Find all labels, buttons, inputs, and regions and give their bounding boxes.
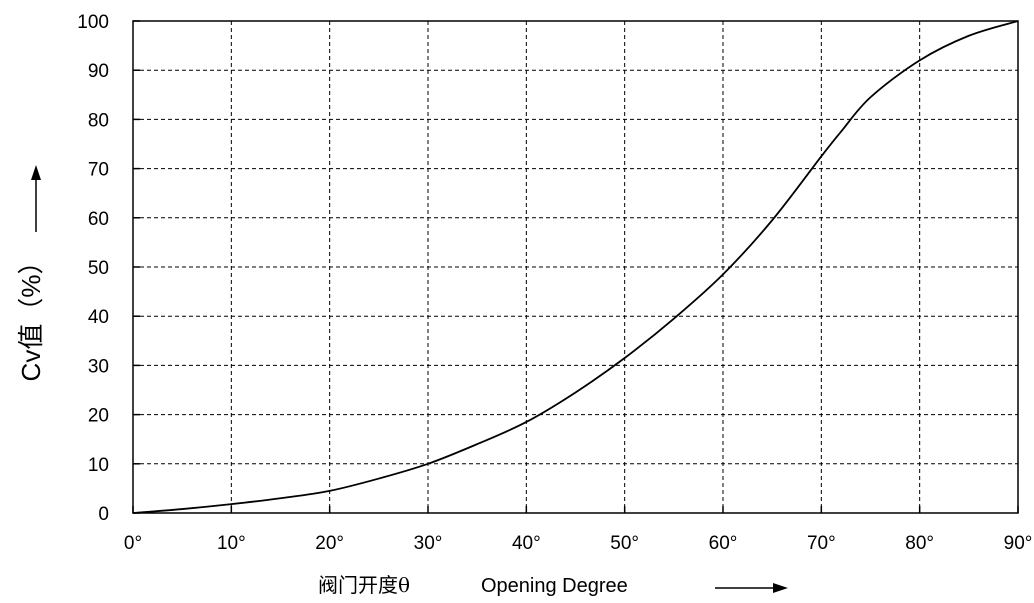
y-tick-label: 90 bbox=[88, 61, 109, 82]
y-tick-label: 70 bbox=[88, 160, 109, 181]
cv-curve-line bbox=[132, 20, 1019, 514]
x-tick-label: 30° bbox=[414, 533, 443, 554]
x-tick-label: 40° bbox=[512, 533, 541, 554]
y-tick-label: 0 bbox=[98, 504, 109, 525]
y-axis-label: Cv值（%） bbox=[16, 249, 46, 382]
y-tick-label: 80 bbox=[88, 110, 109, 131]
y-tick-label: 40 bbox=[88, 307, 109, 328]
x-tick-label: 50° bbox=[610, 533, 639, 554]
y-tick-label: 60 bbox=[88, 209, 109, 230]
x-axis-label-en: Opening Degree bbox=[481, 575, 628, 597]
x-tick-label: 20° bbox=[315, 533, 344, 554]
x-tick-label: 60° bbox=[709, 533, 738, 554]
x-tick-label: 80° bbox=[905, 533, 934, 554]
y-tick-label: 30 bbox=[88, 356, 109, 377]
x-axis-arrow-head bbox=[773, 583, 788, 593]
y-tick-label: 20 bbox=[88, 406, 109, 427]
y-tick-label: 100 bbox=[77, 12, 109, 33]
x-tick-label: 10° bbox=[217, 533, 246, 554]
y-tick-label: 50 bbox=[88, 258, 109, 279]
x-tick-label: 70° bbox=[807, 533, 836, 554]
y-tick-label: 10 bbox=[88, 455, 109, 476]
x-tick-label: 0° bbox=[124, 533, 142, 554]
x-tick-label: 90° bbox=[1004, 533, 1033, 554]
y-axis-arrow-head bbox=[31, 165, 41, 180]
x-axis-label-cn: 阀门开度θ bbox=[318, 573, 410, 597]
